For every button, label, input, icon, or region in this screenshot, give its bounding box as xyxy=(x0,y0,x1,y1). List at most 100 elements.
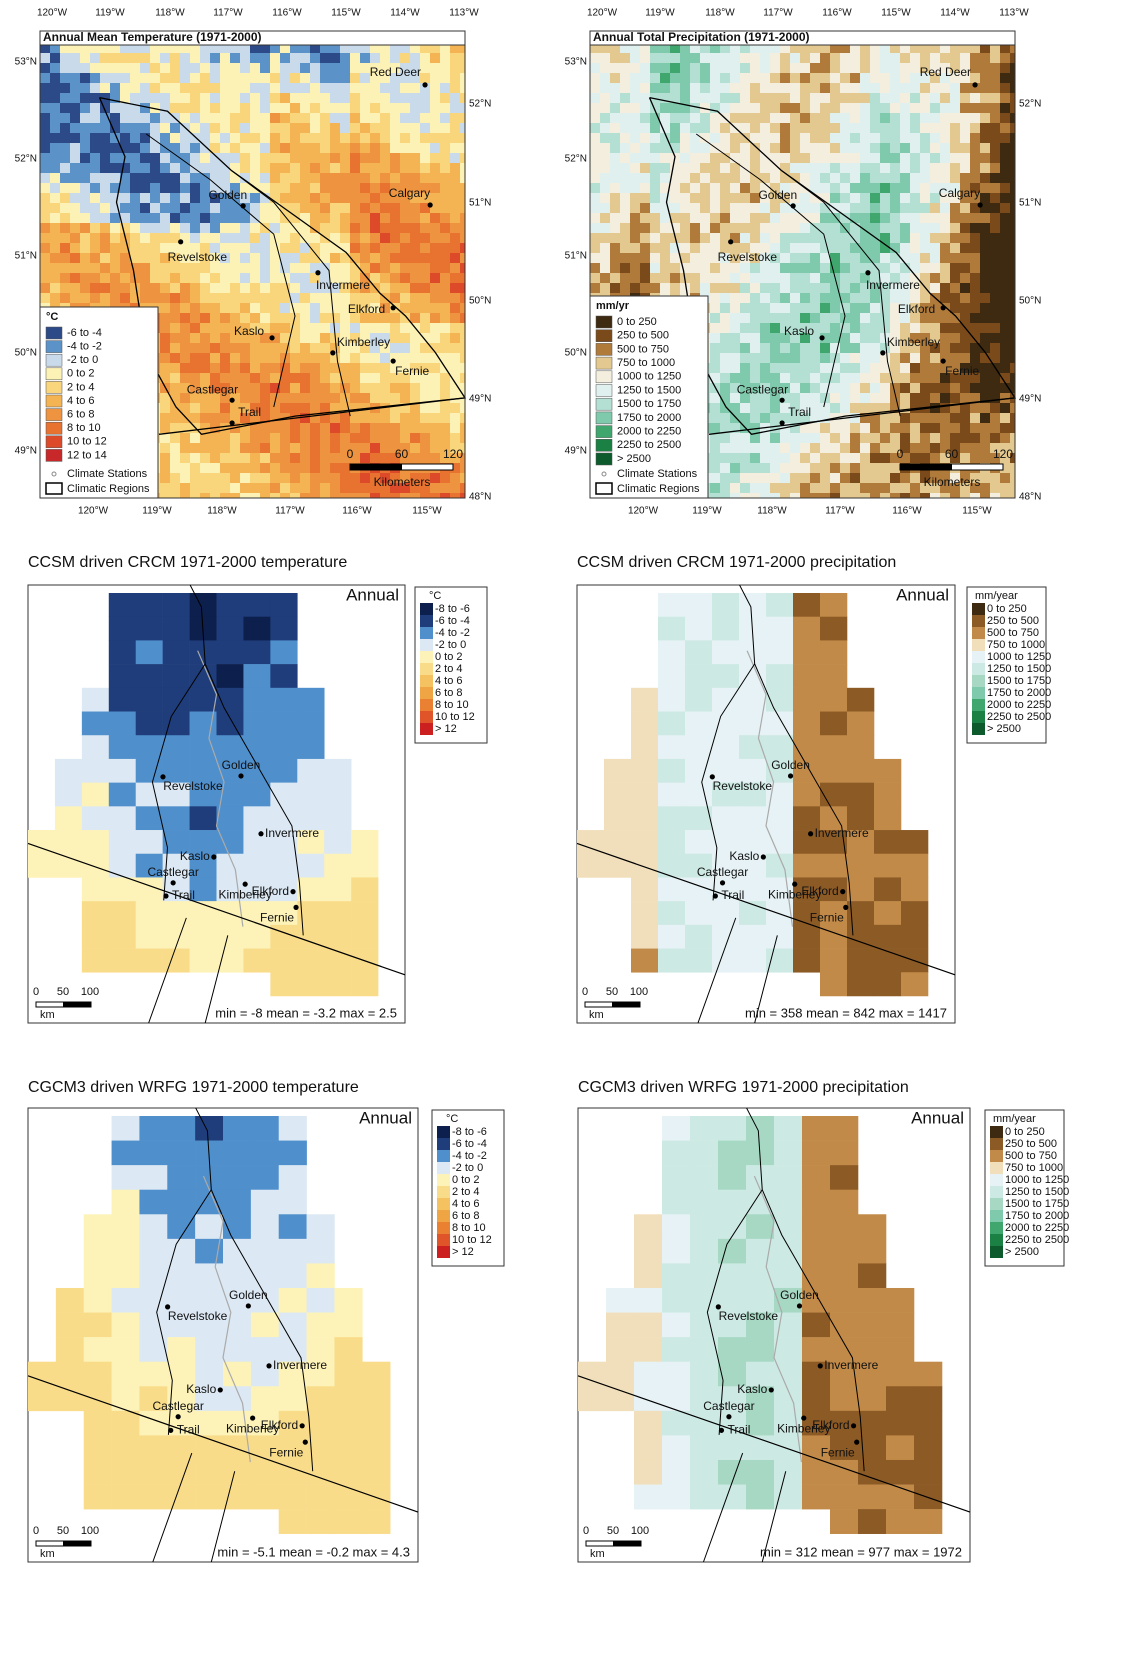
map-cell xyxy=(980,93,990,103)
map-cell xyxy=(440,253,450,263)
map-cell xyxy=(700,53,710,63)
map-cell xyxy=(330,223,340,233)
map-cell xyxy=(1000,133,1010,143)
map-cell xyxy=(740,143,750,153)
map-cell xyxy=(170,173,180,183)
map-cell xyxy=(685,617,712,641)
map-cell xyxy=(160,153,170,163)
city-label: Trail xyxy=(788,405,811,419)
map-cell xyxy=(870,483,880,493)
map-cell xyxy=(820,73,830,83)
map-cell xyxy=(100,83,110,93)
map-cell xyxy=(620,123,630,133)
map-cell xyxy=(180,483,190,493)
scale-label: 60 xyxy=(395,447,409,461)
map-cell xyxy=(200,133,210,143)
city-label: Kimberley xyxy=(887,335,940,349)
map-cell xyxy=(740,313,750,323)
map-cell xyxy=(40,143,50,153)
lon-label: 119°W xyxy=(142,506,172,517)
map-cell xyxy=(658,735,685,759)
map-cell xyxy=(160,213,170,223)
map-cell xyxy=(802,1141,830,1166)
map-cell xyxy=(990,163,1000,173)
map-cell xyxy=(300,253,310,263)
map-cell xyxy=(606,1337,634,1362)
map-cell xyxy=(410,203,420,213)
map-cell xyxy=(310,353,320,363)
map-cell xyxy=(604,759,631,783)
map-cell xyxy=(940,413,950,423)
map-cell xyxy=(750,363,760,373)
map-cell xyxy=(860,403,870,413)
map-cell xyxy=(340,433,350,443)
map-cell xyxy=(900,483,910,493)
map-cell xyxy=(720,363,730,373)
map-cell xyxy=(360,73,370,83)
map-cell xyxy=(650,63,660,73)
map-cell xyxy=(110,163,120,173)
map-cell xyxy=(830,493,840,498)
map-cell xyxy=(920,363,930,373)
map-cell xyxy=(130,153,140,163)
map-cell xyxy=(980,163,990,173)
map-cell xyxy=(270,925,297,949)
map-cell xyxy=(190,103,200,113)
map-cell xyxy=(800,253,810,263)
map-cell xyxy=(910,93,920,103)
map-cell xyxy=(766,806,793,830)
map-cell xyxy=(700,123,710,133)
map-cell xyxy=(217,712,244,736)
map-cell xyxy=(718,1116,746,1141)
map-cell xyxy=(800,153,810,163)
map-cell xyxy=(210,303,220,313)
map-cell xyxy=(860,193,870,203)
map-cell xyxy=(990,63,1000,73)
city-dot xyxy=(791,203,796,208)
map-cell xyxy=(109,640,136,664)
map-cell xyxy=(200,493,210,498)
map-cell xyxy=(320,173,330,183)
map-cell xyxy=(450,93,460,103)
map-cell xyxy=(280,433,290,443)
map-cell xyxy=(350,373,360,383)
map-cell xyxy=(90,53,100,63)
legend-swatch xyxy=(437,1174,450,1186)
map-cell xyxy=(990,413,1000,423)
map-cell xyxy=(790,443,800,453)
map-cell xyxy=(460,203,465,213)
map-cell xyxy=(980,253,990,263)
map-cell xyxy=(790,233,800,243)
map-cell xyxy=(950,93,960,103)
map-cell xyxy=(750,403,760,413)
map-cell xyxy=(930,263,940,273)
map-cell xyxy=(780,163,790,173)
map-cell xyxy=(139,1190,167,1215)
map-cell xyxy=(112,1288,140,1313)
city-label: Kimberley xyxy=(768,887,821,901)
map-cell xyxy=(910,363,920,373)
map-cell xyxy=(1010,223,1015,233)
map-cell xyxy=(243,949,270,973)
map-cell xyxy=(100,173,110,183)
map-cell xyxy=(280,313,290,323)
map-cell xyxy=(340,63,350,73)
map-cell xyxy=(950,83,960,93)
map-cell xyxy=(320,213,330,223)
map-cell xyxy=(640,133,650,143)
map-cell xyxy=(900,133,910,143)
map-cell xyxy=(310,213,320,223)
map-cell xyxy=(50,223,60,233)
map-cell xyxy=(610,263,620,273)
map-cell xyxy=(820,223,830,233)
map-cell xyxy=(380,53,390,63)
map-cell xyxy=(590,213,600,223)
map-cell xyxy=(250,73,260,83)
map-cell xyxy=(820,493,830,498)
map-cell xyxy=(82,925,109,949)
map-cell xyxy=(830,123,840,133)
map-cell xyxy=(297,688,324,712)
map-cell xyxy=(240,243,250,253)
map-cell xyxy=(50,193,60,203)
map-cell xyxy=(770,233,780,243)
